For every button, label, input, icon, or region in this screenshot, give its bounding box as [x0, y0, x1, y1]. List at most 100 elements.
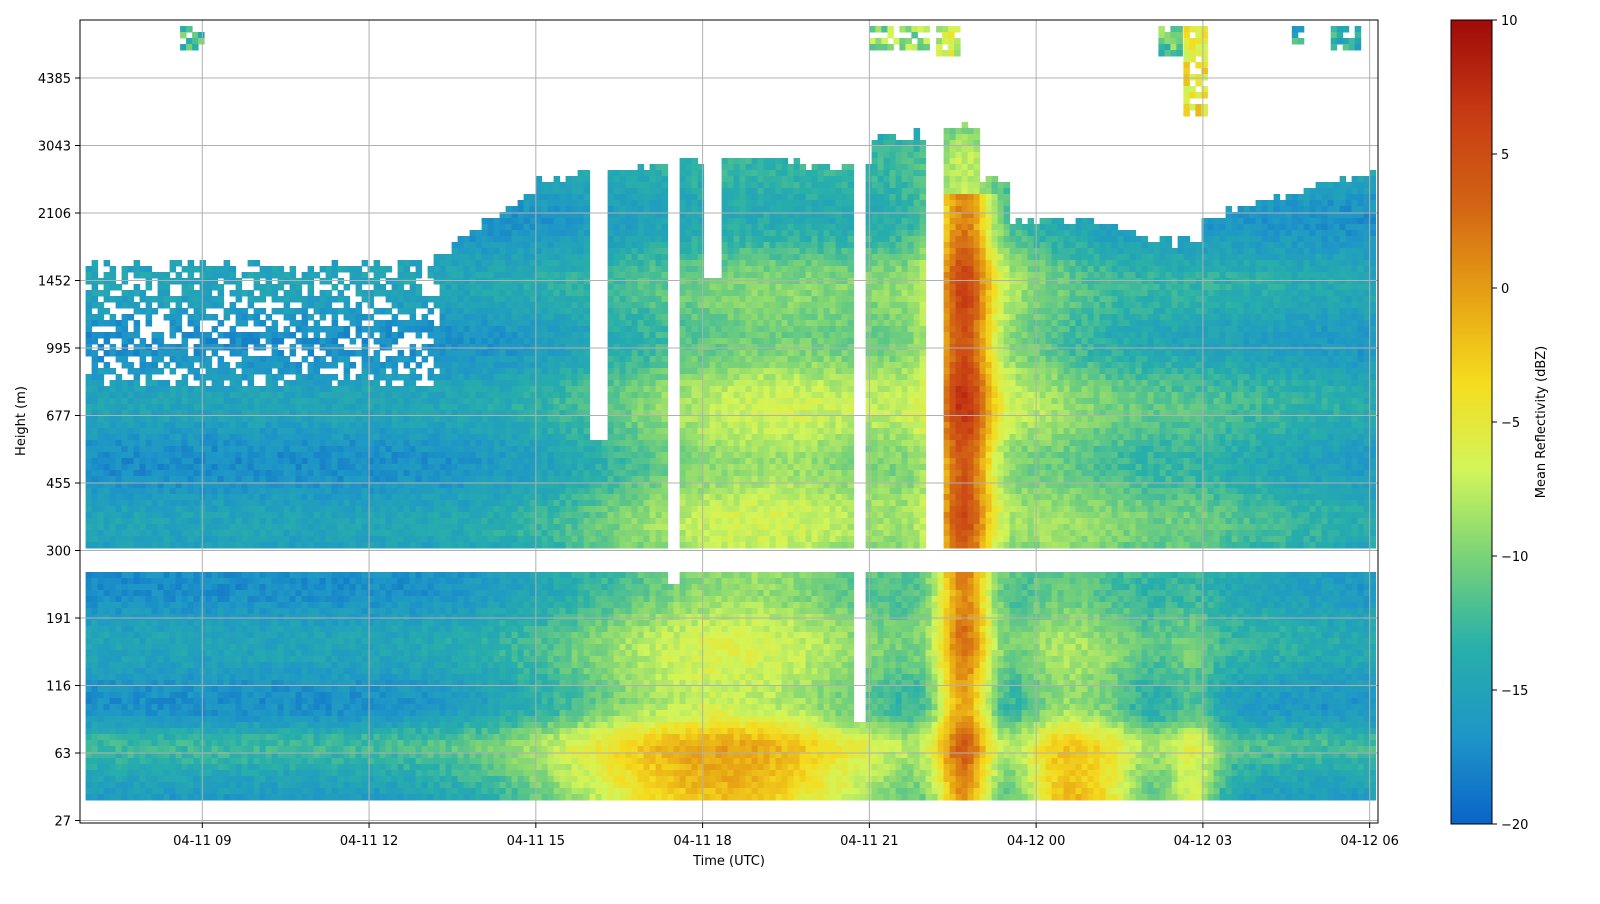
- heat-cell-4701: [439, 668, 447, 675]
- heat-cell-3168: [325, 434, 333, 441]
- heat-cell-881: [151, 428, 159, 435]
- heat-cell-4135: [397, 602, 405, 609]
- heat-cell-724: [139, 416, 147, 423]
- heat-cell-628: [133, 260, 141, 267]
- heat-cell-3538: [355, 278, 363, 285]
- heat-cell-2924: [307, 392, 315, 399]
- heat-cell-4709: [439, 716, 447, 723]
- heat-cell-430: [115, 530, 123, 537]
- heat-cell-376: [109, 680, 117, 687]
- heat-cell-4161: [397, 758, 405, 765]
- heat-cell-4451: [421, 632, 429, 639]
- heat-cell-1275: [181, 452, 189, 459]
- heat-cell-4318: [409, 734, 417, 741]
- heat-cell-1238: [175, 728, 183, 735]
- heat-cell-675: [133, 602, 141, 609]
- heat-cell-1105: [169, 368, 177, 375]
- heat-cell-2306: [259, 482, 267, 489]
- heat-cell-788: [145, 296, 153, 303]
- heat-cell-4076: [391, 728, 399, 735]
- heat-cell-3506: [349, 620, 357, 627]
- heat-cell-4735: [445, 326, 453, 333]
- heat-cell-1283: [181, 500, 189, 507]
- heat-cell-1955: [229, 746, 237, 753]
- heat-cell-187: [97, 452, 105, 459]
- heat-cell-1906: [229, 428, 237, 435]
- heat-cell-1448: [193, 536, 201, 543]
- heat-cell-4217: [403, 620, 411, 627]
- heat-cell-4944: [457, 506, 465, 513]
- heat-cell-74: [85, 758, 93, 765]
- heat-cell-4909: [457, 296, 465, 303]
- heat-cell-4232: [403, 710, 411, 717]
- heat-cell-3435: [343, 644, 351, 651]
- heat-cell-771: [139, 722, 147, 729]
- heat-cell-71: [85, 740, 93, 747]
- heat-cell-2291: [259, 392, 267, 399]
- heat-cell-2380: [265, 452, 273, 459]
- heat-cell-4816: [451, 278, 459, 285]
- heat-cell-2307: [259, 488, 267, 495]
- heat-cell-1466: [193, 668, 201, 675]
- heat-cell-4996: [463, 278, 471, 285]
- heat-cell-505: [121, 494, 129, 501]
- heat-cell-3393: [343, 368, 351, 375]
- heat-cell-359: [109, 578, 117, 585]
- heat-cell-3761: [367, 734, 375, 741]
- heat-cell-4456: [421, 662, 429, 669]
- heat-cell-3031: [313, 590, 321, 597]
- heat-cell-4358: [415, 482, 423, 489]
- heat-cell-111: [91, 458, 99, 465]
- heat-cell-3115: [319, 620, 327, 627]
- heat-cell-4935: [457, 452, 465, 459]
- heat-cell-4284: [409, 506, 417, 513]
- heat-cell-4769: [445, 530, 453, 537]
- heat-cell-2281: [259, 290, 267, 297]
- heat-cell-898: [151, 530, 159, 537]
- heat-cell-3978: [385, 608, 393, 615]
- heat-cell-1833: [223, 464, 231, 471]
- heat-cell-2666: [283, 770, 291, 777]
- heat-cell-2741: [289, 740, 297, 747]
- heat-cell-3052: [313, 716, 321, 723]
- heat-cell-334: [109, 404, 117, 411]
- heat-cell-4774: [445, 584, 453, 591]
- heat-cell-4635: [433, 794, 441, 801]
- heat-cell-2593: [283, 272, 291, 279]
- heat-cell-4075: [391, 722, 399, 729]
- heat-cell-4389: [415, 692, 423, 699]
- heat-cell-2201: [253, 278, 261, 285]
- heat-cell-4186: [403, 410, 411, 417]
- heat-cell-2520: [277, 308, 285, 315]
- heat-cell-4918: [457, 350, 465, 357]
- heat-cell-1201: [175, 482, 183, 489]
- heat-cell-296: [103, 662, 111, 669]
- heat-cell-4159: [397, 746, 405, 753]
- heat-cell-4783: [445, 638, 453, 645]
- heat-cell-972: [157, 506, 165, 513]
- heat-cell-1217: [175, 602, 183, 609]
- heat-cell-257: [103, 404, 111, 411]
- heat-cell-4335: [415, 302, 423, 309]
- heat-cell-4313: [409, 704, 417, 711]
- heat-cell-2460: [271, 446, 279, 453]
- heat-cell-1269: [181, 416, 189, 423]
- heat-cell-1218: [175, 608, 183, 615]
- heat-cell-4264: [409, 386, 417, 393]
- heat-cell-2336: [259, 686, 267, 693]
- heat-cell-4761: [445, 482, 453, 489]
- heat-cell-4584: [433, 464, 441, 471]
- heat-cell-4490: [427, 386, 435, 393]
- heat-cell-4210: [403, 578, 411, 585]
- heat-cell-3657: [361, 572, 369, 579]
- heat-cell-3830: [373, 662, 381, 669]
- heat-cell-1416: [193, 326, 201, 333]
- heat-cell-2473: [271, 524, 279, 531]
- heat-cell-3240: [331, 374, 339, 381]
- heat-cell-3617: [361, 278, 369, 285]
- heat-cell-4630: [433, 764, 441, 771]
- heat-cell-2466: [271, 482, 279, 489]
- heat-cell-2063: [241, 428, 249, 435]
- heat-cell-4704: [439, 686, 447, 693]
- heat-cell-688: [133, 680, 141, 687]
